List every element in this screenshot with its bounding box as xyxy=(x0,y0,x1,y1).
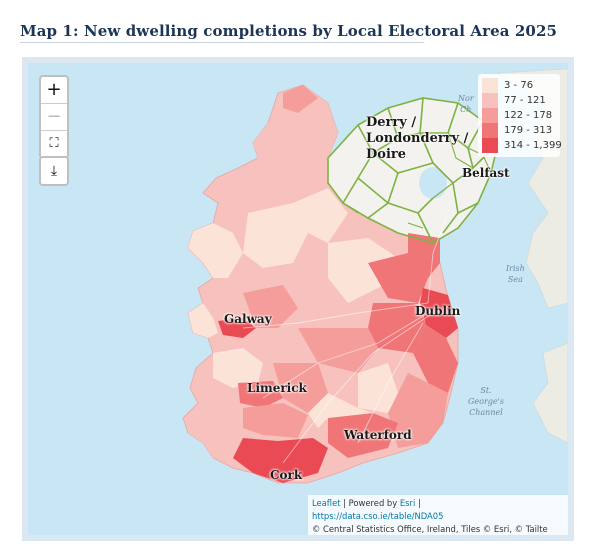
stg-label-line2: George's xyxy=(468,397,504,406)
region-south-tipperary xyxy=(308,393,373,428)
attribution-separator: | xyxy=(415,498,421,508)
fullscreen-icon[interactable]: ⛶ xyxy=(49,136,59,151)
region-sligo-roscommon xyxy=(243,203,308,268)
download-icon[interactable]: ⤓ xyxy=(39,156,69,186)
esri-link[interactable]: Esri xyxy=(399,498,416,508)
city-label-galway: Galway xyxy=(224,312,272,326)
region-carlow-kilkenny xyxy=(358,363,398,413)
leaflet-link[interactable]: Leaflet xyxy=(312,498,341,508)
legend-swatch xyxy=(482,93,498,108)
region-north-leinster xyxy=(328,238,398,303)
irish-sea-label: Irish Sea xyxy=(506,263,525,285)
roads xyxy=(242,212,449,464)
map-title: Map 1: New dwelling completions by Local… xyxy=(20,22,558,40)
region-waterford xyxy=(328,413,398,458)
legend-label: 122 - 178 xyxy=(504,110,553,121)
attribution-line2: https://data.cso.ie/table/NDA05 xyxy=(312,510,564,523)
north-channel-label: Nor Ch xyxy=(458,93,474,115)
region-tipperary xyxy=(273,363,328,413)
map-canvas[interactable] xyxy=(28,63,568,535)
legend-item: 3 - 76 xyxy=(482,78,556,93)
legend-label: 77 - 121 xyxy=(504,95,546,106)
attribution-powered: | Powered by xyxy=(340,498,400,508)
region-midlands xyxy=(283,278,348,328)
region-east-galway xyxy=(243,285,298,328)
region-donegal-north xyxy=(283,85,318,113)
irish-sea-label-line1: Irish xyxy=(506,264,525,273)
attribution-line3: © Central Statistics Office, Ireland, Ti… xyxy=(312,524,548,534)
title-divider xyxy=(20,42,424,43)
region-laois-offaly xyxy=(298,328,378,373)
zoom-in-button[interactable]: + xyxy=(41,77,67,104)
region-wicklow xyxy=(413,325,458,393)
region-kerry xyxy=(188,408,243,458)
zoom-out-button[interactable]: − xyxy=(41,104,67,131)
legend-swatch xyxy=(482,138,498,153)
data-source-link[interactable]: https://data.cso.ie/table/NDA05 xyxy=(312,511,444,521)
derry-line3: Doire xyxy=(366,147,407,162)
legend-swatch xyxy=(482,108,498,123)
irish-sea-label-line2: Sea xyxy=(507,275,523,284)
region-limerick-city xyxy=(238,381,283,408)
region-galway-city xyxy=(218,318,256,338)
city-label-dublin: Dublin xyxy=(415,304,461,318)
region-donegal xyxy=(253,85,338,163)
map-attribution: Leaflet | Powered by Esri | https://data… xyxy=(308,495,568,535)
northern-ireland-inner-boundaries xyxy=(342,132,492,229)
city-label-cork: Cork xyxy=(270,468,303,482)
legend-label: 314 - 1,399 xyxy=(504,140,562,151)
legend-item: 77 - 121 xyxy=(482,93,556,108)
stg-label-line3: Channel xyxy=(469,408,503,417)
legend-label: 179 - 313 xyxy=(504,125,553,136)
northern-ireland-boundaries xyxy=(327,97,499,244)
city-label-derry: Derry / Londonderry / Doire xyxy=(366,115,468,163)
region-cork xyxy=(233,438,328,483)
region-west-mayo xyxy=(188,223,243,278)
legend-swatch xyxy=(482,123,498,138)
north-channel-label-line1: Nor xyxy=(458,94,474,103)
city-label-limerick: Limerick xyxy=(247,381,307,395)
city-label-waterford: Waterford xyxy=(344,428,412,442)
derry-line2: Londonderry / xyxy=(366,131,469,146)
st-georges-channel-label: St. George's Channel xyxy=(468,385,504,418)
north-channel-label-line2: Ch xyxy=(460,105,472,114)
city-label-belfast: Belfast xyxy=(462,166,510,180)
region-dublin xyxy=(420,288,458,338)
map-frame: Irish Sea St. George's Channel Nor Ch De… xyxy=(22,57,574,541)
region-leitrim-cavan xyxy=(293,188,348,243)
map-viewport[interactable]: Irish Sea St. George's Channel Nor Ch De… xyxy=(28,63,568,535)
region-clare xyxy=(213,348,263,388)
attribution-line1: Leaflet | Powered by Esri | xyxy=(312,497,564,510)
wales-land xyxy=(532,342,568,444)
zoom-control: + − ⛶ xyxy=(39,75,69,159)
legend-swatch xyxy=(482,78,498,93)
legend-item: 314 - 1,399 xyxy=(482,138,562,153)
region-north-cork xyxy=(243,403,308,438)
lough-neagh xyxy=(419,167,447,199)
legend-label: 3 - 76 xyxy=(504,80,534,91)
stg-label-line1: St. xyxy=(480,386,492,395)
map-legend: 3 - 76 77 - 121 122 - 178 179 - 313 314 … xyxy=(478,74,562,157)
legend-item: 122 - 178 xyxy=(482,108,556,123)
legend-item: 179 - 313 xyxy=(482,123,556,138)
region-wexford xyxy=(388,373,448,448)
derry-line1: Derry / xyxy=(366,115,417,130)
region-connemara xyxy=(188,303,218,338)
